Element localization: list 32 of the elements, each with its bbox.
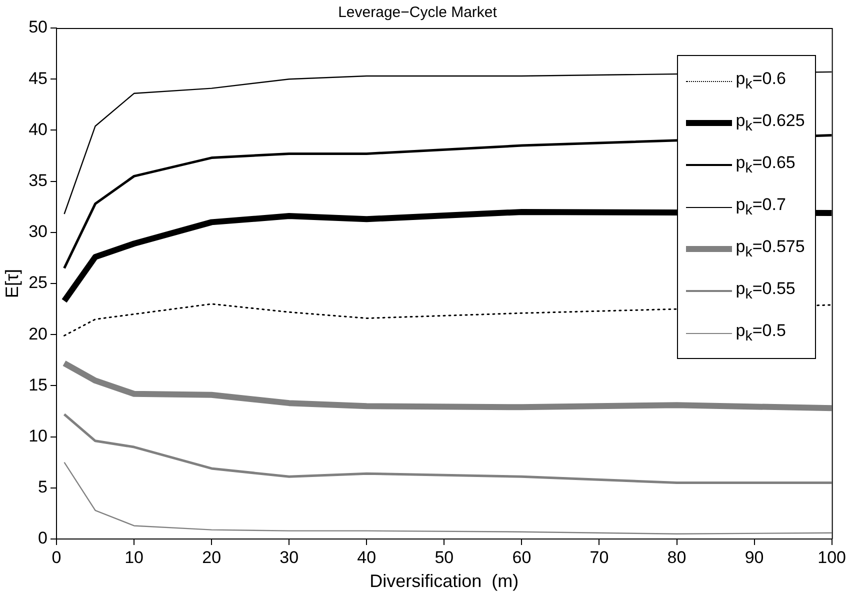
x-tick-label: 0: [52, 548, 62, 567]
legend-label: p$_{k}$=0.5: [736, 321, 786, 345]
y-axis-title: E[τ]: [2, 268, 22, 298]
y-tick-label: 40: [28, 120, 48, 139]
x-tick-label: 90: [744, 548, 764, 567]
y-tick-label: 10: [28, 426, 48, 446]
legend-label: p$_{k}$=0.55: [736, 279, 796, 303]
x-tick-label: 60: [512, 548, 532, 567]
x-tick-label: 70: [590, 548, 609, 567]
x-tick-label: 40: [357, 548, 376, 567]
y-tick-label: 30: [28, 222, 48, 242]
y-tick-label: 50: [28, 18, 48, 37]
y-tick-label: 15: [28, 375, 48, 394]
x-tick-label: 80: [667, 548, 686, 567]
legend-label: p$_{k}$=0.65: [736, 153, 796, 177]
y-tick-label: 25: [28, 273, 48, 292]
x-tick-label: 50: [434, 548, 454, 567]
x-tick-label: 30: [280, 548, 299, 567]
legend-label: p$_{k}$=0.625: [736, 111, 805, 135]
x-axis-title: Diversification (m): [370, 571, 519, 592]
y-tick-label: 35: [28, 170, 48, 190]
legend-label: p$_{k}$=0.575: [736, 237, 805, 261]
x-tick-label: 10: [124, 548, 144, 567]
y-tick-label: 5: [38, 478, 48, 497]
x-tick-label: 20: [202, 548, 222, 567]
legend-label: p$_{k}$=0.6: [736, 69, 786, 93]
y-tick-label: 20: [28, 324, 48, 344]
x-tick-label: 100: [818, 548, 846, 567]
legend-label: p$_{k}$=0.7: [736, 195, 786, 219]
chart-title: Leverage−Cycle Market: [338, 4, 498, 22]
y-tick-label: 45: [28, 68, 48, 88]
y-tick-label: 0: [38, 528, 48, 548]
